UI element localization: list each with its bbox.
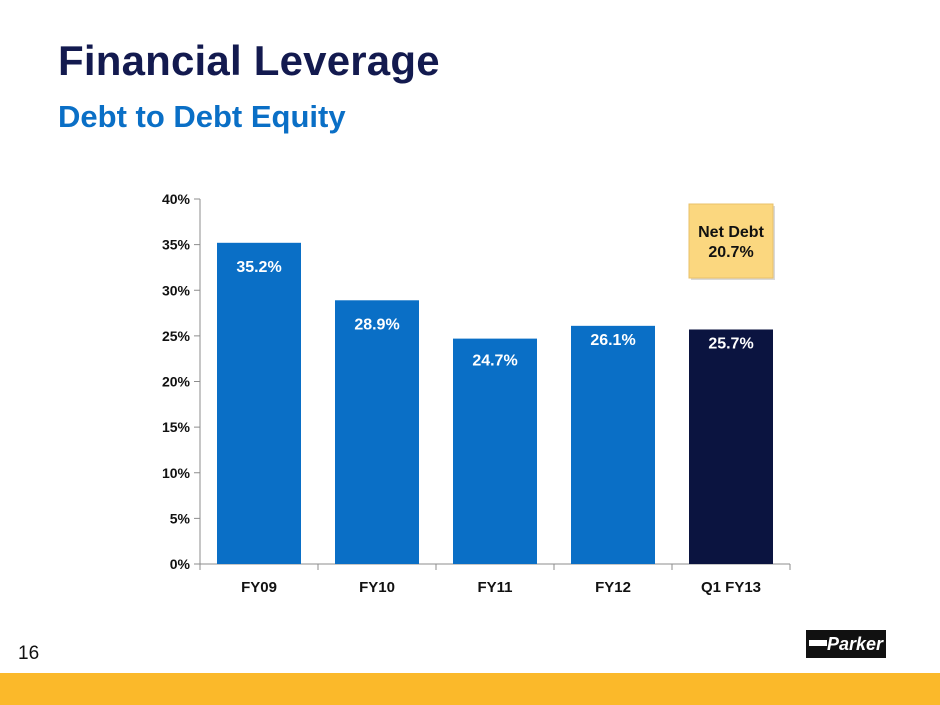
page-number: 16: [18, 643, 40, 664]
y-tick-label: 0%: [170, 556, 191, 572]
y-tick-label: 20%: [162, 374, 191, 390]
y-tick-label: 40%: [162, 191, 191, 207]
slide-subtitle: Debt to Debt Equity: [58, 99, 346, 134]
logo-bar-mark: [809, 640, 827, 646]
data-label: 35.2%: [236, 259, 281, 276]
net-debt-value: 20.7%: [708, 244, 753, 261]
y-tick-label: 10%: [162, 465, 191, 481]
data-label: 26.1%: [590, 332, 635, 349]
y-tick-label: 15%: [162, 419, 191, 435]
slide-title: Financial Leverage: [58, 37, 440, 84]
bar: [453, 338, 537, 564]
category-label: FY10: [359, 579, 395, 596]
bar: [689, 329, 773, 564]
net-debt-callout: [688, 203, 774, 279]
bar: [571, 325, 655, 564]
footer-band: [0, 673, 940, 705]
net-debt-label: Net Debt: [698, 224, 764, 241]
y-tick-label: 30%: [162, 282, 191, 298]
category-label: Q1 FY13: [701, 579, 761, 596]
category-label: FY12: [595, 579, 631, 596]
bar-chart: 0% 5% 10% 15% 20% 25% 30% 35% 40% 35.2% FY09 28.9% F…: [162, 191, 791, 596]
logo-text: Parker: [826, 633, 883, 654]
data-label: 24.7%: [472, 353, 517, 370]
data-label: 28.9%: [354, 316, 399, 333]
parker-logo: Parker: [806, 630, 886, 658]
bar: [217, 242, 301, 565]
data-label: 25.7%: [708, 335, 753, 352]
y-tick-label: 5%: [170, 510, 191, 526]
y-tick-label: 25%: [162, 328, 191, 344]
category-label: FY09: [241, 579, 277, 596]
category-label: FY11: [477, 579, 512, 596]
y-tick-label: 35%: [162, 237, 191, 253]
bar: [335, 300, 419, 564]
